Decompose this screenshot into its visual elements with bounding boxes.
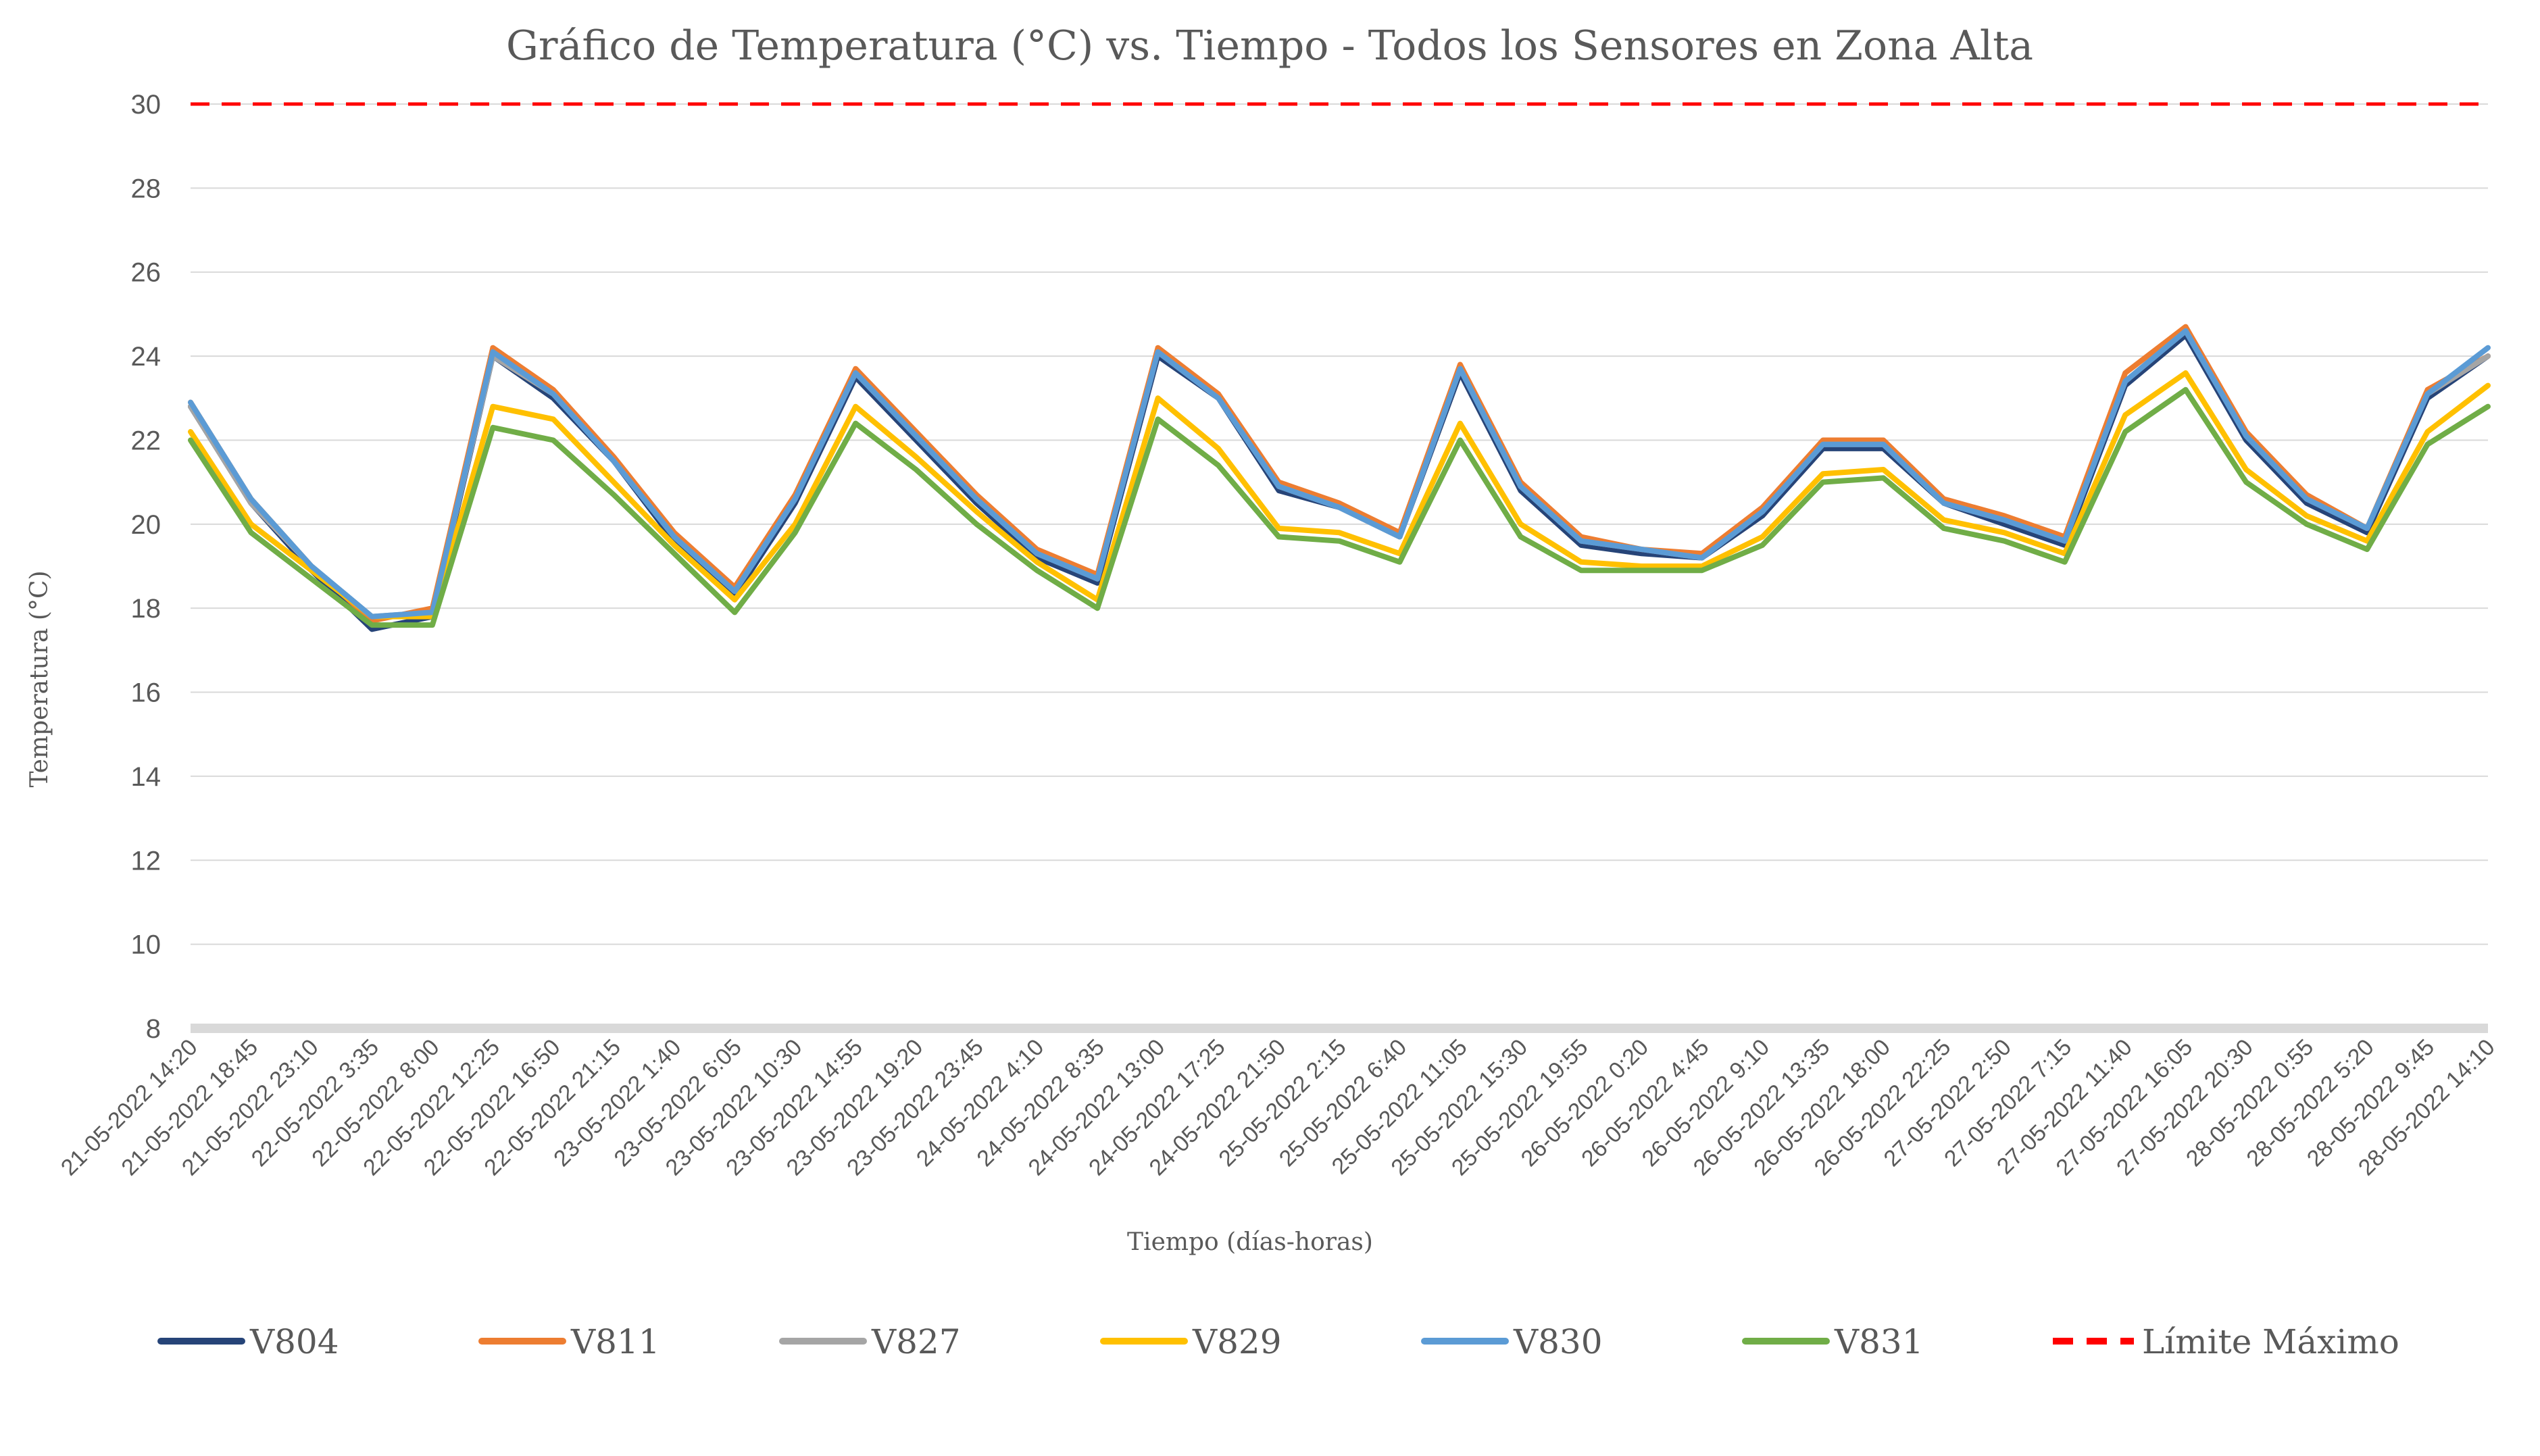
y-tick-label: 14 (131, 762, 161, 792)
y-tick-label: 16 (131, 678, 161, 708)
legend-label: V830 (1513, 1322, 1603, 1361)
y-tick-label: 24 (131, 342, 161, 372)
legend-label: V827 (871, 1322, 961, 1361)
x-axis-label: Tiempo (días-horas) (1127, 1228, 1373, 1256)
y-tick-label: 30 (131, 90, 161, 120)
legend-label: Límite Máximo (2142, 1322, 2399, 1361)
series-line-v830 (188, 328, 2491, 620)
legend-label: V811 (570, 1322, 660, 1361)
y-tick-label: 22 (131, 426, 161, 455)
series-line-v831 (188, 386, 2491, 628)
y-tick-label: 10 (131, 930, 161, 960)
y-tick-label: 28 (131, 174, 161, 203)
y-tick-label: 12 (131, 846, 161, 876)
legend-label: V831 (1834, 1322, 1924, 1361)
chart-title: Gráfico de Temperatura (°C) vs. Tiempo -… (506, 22, 2033, 70)
legend: V804 V811 V827 V829 V830 V831 Límite Máximo (157, 1322, 2399, 1361)
legend-label: V829 (1192, 1322, 1282, 1361)
legend-label: V804 (249, 1322, 339, 1361)
y-tick-label: 18 (131, 594, 161, 624)
y-tick-label: 26 (131, 258, 161, 288)
series-line-v829 (188, 370, 2491, 620)
y-tick-label: 8 (146, 1014, 161, 1044)
y-tick-label: 20 (131, 510, 161, 540)
y-axis-label: Temperatura (°C) (26, 570, 53, 787)
series-lines (188, 102, 2491, 632)
y-axis-ticks: 8 10 12 14 16 18 20 22 24 26 28 30 (131, 90, 161, 1044)
